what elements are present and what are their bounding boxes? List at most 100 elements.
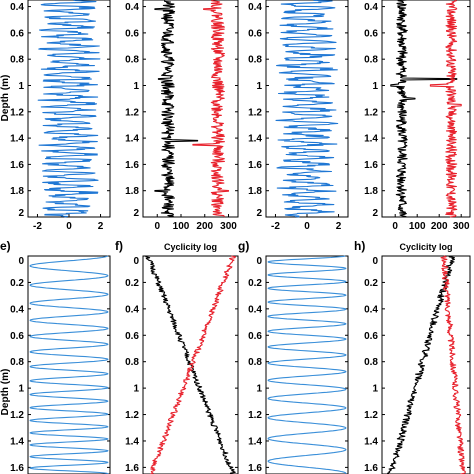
x-tick-label: 0 <box>154 221 160 232</box>
y-tick-label: 1.2 <box>364 107 378 118</box>
y-axis-label: Depth (m) <box>0 369 11 416</box>
y-tick-label: 0.6 <box>364 331 378 342</box>
y-tick-label: 0.2 <box>10 278 24 289</box>
series-line-h-0 <box>387 255 455 474</box>
y-tick-label: 0 <box>256 256 262 267</box>
y-tick-label: 1 <box>256 81 262 92</box>
y-tick-label: 2 <box>18 208 24 219</box>
y-tick-label: 0.4 <box>10 304 24 315</box>
y-tick-label: 1.2 <box>125 107 139 118</box>
y-axis-label: Depth (m) <box>0 75 11 122</box>
series-line-b-1 <box>192 0 230 218</box>
x-tick-label: 0 <box>304 221 310 232</box>
y-tick-label: 1.6 <box>10 160 24 171</box>
x-tick-label: 300 <box>453 221 470 232</box>
y-tick-label: 0.8 <box>364 55 378 66</box>
y-tick-label: 1.8 <box>125 186 139 197</box>
y-tick-label: 1 <box>372 384 378 395</box>
y-tick-label: 0.6 <box>125 28 139 39</box>
y-tick-label: 1.4 <box>10 436 24 447</box>
panel-g-frame <box>265 255 349 474</box>
y-tick-label: 1.4 <box>10 134 24 145</box>
y-tick-label: 1 <box>256 384 262 395</box>
y-tick-label: 1 <box>18 81 24 92</box>
y-tick-label: 1.2 <box>248 410 262 421</box>
panel-label: h) <box>354 239 365 253</box>
panel-label: e) <box>0 239 11 253</box>
x-tick-label: 300 <box>220 221 237 232</box>
x-tick-label: 200 <box>196 221 213 232</box>
y-tick-label: 0.2 <box>125 278 139 289</box>
y-tick-label: 1.8 <box>248 186 262 197</box>
y-tick-label: 0.4 <box>125 2 139 13</box>
x-tick-label: -2 <box>33 221 42 232</box>
series-line-e-0 <box>29 255 109 474</box>
x-tick-label: 200 <box>431 221 448 232</box>
y-tick-label: 0.8 <box>10 357 24 368</box>
y-tick-label: 0.8 <box>248 357 262 368</box>
x-tick-label: 100 <box>173 221 190 232</box>
y-tick-label: 1.2 <box>10 107 24 118</box>
y-tick-label: 1.6 <box>248 160 262 171</box>
series-line-a-0 <box>37 0 101 218</box>
y-tick-label: 1.4 <box>364 436 378 447</box>
y-tick-label: 0.8 <box>248 55 262 66</box>
y-tick-label: 1 <box>18 384 24 395</box>
x-tick-label: 0 <box>392 221 398 232</box>
y-tick-label: 1.4 <box>364 134 378 145</box>
y-tick-label: 1.8 <box>10 186 24 197</box>
panel-title: Cyclicity log <box>164 242 217 252</box>
y-tick-label: 1.6 <box>248 463 262 474</box>
y-tick-label: 0.8 <box>10 55 24 66</box>
y-tick-label: 0.2 <box>248 278 262 289</box>
y-tick-label: 0.6 <box>10 28 24 39</box>
y-tick-label: 1.2 <box>10 410 24 421</box>
y-tick-label: 0.2 <box>364 278 378 289</box>
series-line-d-0 <box>390 0 458 218</box>
y-tick-label: 0.6 <box>364 28 378 39</box>
x-tick-label: -2 <box>271 221 280 232</box>
series-line-c-0 <box>275 0 339 218</box>
panel-label: g) <box>238 239 249 253</box>
panel-d-frame <box>381 0 471 218</box>
y-tick-label: 2 <box>256 208 262 219</box>
y-tick-label: 0.8 <box>125 357 139 368</box>
y-tick-label: 0 <box>372 256 378 267</box>
x-tick-label: 2 <box>336 221 342 232</box>
series-line-g-0 <box>267 255 347 474</box>
y-tick-label: 2 <box>133 208 139 219</box>
panel-title: Cyclicity log <box>399 242 452 252</box>
y-tick-label: 0.6 <box>248 331 262 342</box>
y-tick-label: 0.4 <box>10 2 24 13</box>
y-tick-label: 0.4 <box>364 2 378 13</box>
y-tick-label: 0.4 <box>248 2 262 13</box>
y-tick-label: 1.4 <box>125 134 139 145</box>
series-line-h-1 <box>440 255 466 474</box>
panel-b-frame <box>142 0 239 218</box>
y-tick-label: 1 <box>133 81 139 92</box>
panel-e-frame <box>27 255 111 474</box>
y-tick-label: 0.6 <box>125 331 139 342</box>
y-tick-label: 2 <box>372 208 378 219</box>
y-tick-label: 1 <box>133 384 139 395</box>
y-tick-label: 1.4 <box>248 134 262 145</box>
y-tick-label: 1.6 <box>364 160 378 171</box>
y-tick-label: 1.2 <box>248 107 262 118</box>
series-line-f-1 <box>150 255 236 474</box>
y-tick-label: 1.6 <box>125 160 139 171</box>
y-tick-label: 0 <box>18 256 24 267</box>
x-tick-label: 2 <box>98 221 104 232</box>
x-tick-label: 0 <box>66 221 72 232</box>
y-tick-label: 1.6 <box>10 463 24 474</box>
y-tick-label: 0.6 <box>248 28 262 39</box>
x-tick-label: 100 <box>409 221 426 232</box>
panel-f-frame <box>142 255 239 474</box>
series-line-b-0 <box>154 0 199 218</box>
y-tick-label: 0.4 <box>364 304 378 315</box>
y-tick-label: 0.6 <box>10 331 24 342</box>
y-tick-label: 0 <box>133 256 139 267</box>
y-tick-label: 1.8 <box>364 186 378 197</box>
panel-c-frame <box>265 0 349 218</box>
y-tick-label: 1.4 <box>248 436 262 447</box>
y-tick-label: 0.8 <box>125 55 139 66</box>
